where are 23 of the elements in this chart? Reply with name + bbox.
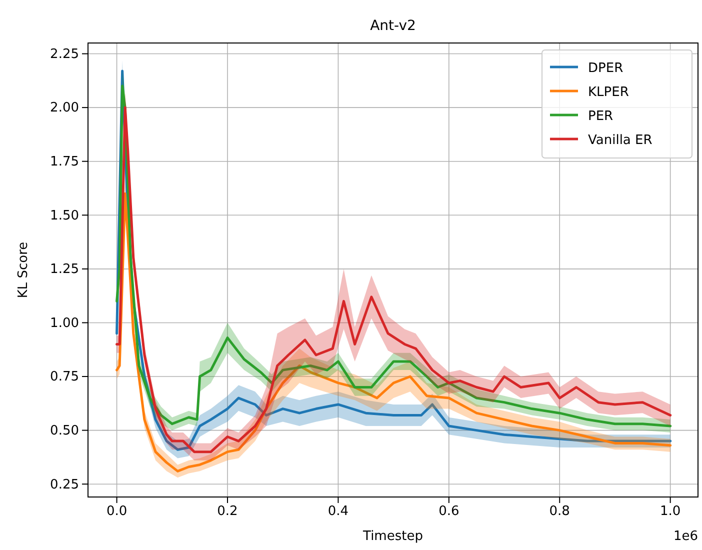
x-axis-title: Timestep (362, 529, 423, 544)
y-tick-label: 1.75 (50, 154, 79, 170)
x-tick-label: 0.2 (217, 504, 238, 520)
y-tick-label: 1.50 (50, 208, 79, 224)
chart-title: Ant-v2 (370, 18, 416, 34)
legend-label: KLPER (588, 85, 629, 100)
y-tick-label: 2.00 (50, 100, 79, 116)
y-axis-title: KL Score (16, 242, 31, 298)
x-tick-label: 0.8 (549, 504, 570, 520)
x-tick-label: 0.4 (328, 504, 349, 520)
legend-label: PER (588, 109, 614, 124)
y-tick-label: 0.25 (50, 477, 79, 492)
text: 1e6 (673, 529, 698, 544)
legend-label: DPER (588, 61, 624, 76)
y-tick-label: 1.00 (50, 316, 79, 331)
y-tick-label: 2.25 (50, 46, 79, 62)
x-tick-label: 0.0 (106, 504, 128, 520)
legend-label: Vanilla ER (588, 133, 652, 148)
y-tick-label: 0.50 (50, 423, 79, 438)
y-tick-label: 1.25 (50, 262, 79, 278)
y-tick-label: 0.75 (50, 370, 79, 385)
x-tick-label: 0.6 (438, 504, 460, 520)
x-tick-label: 1.0 (660, 504, 681, 520)
